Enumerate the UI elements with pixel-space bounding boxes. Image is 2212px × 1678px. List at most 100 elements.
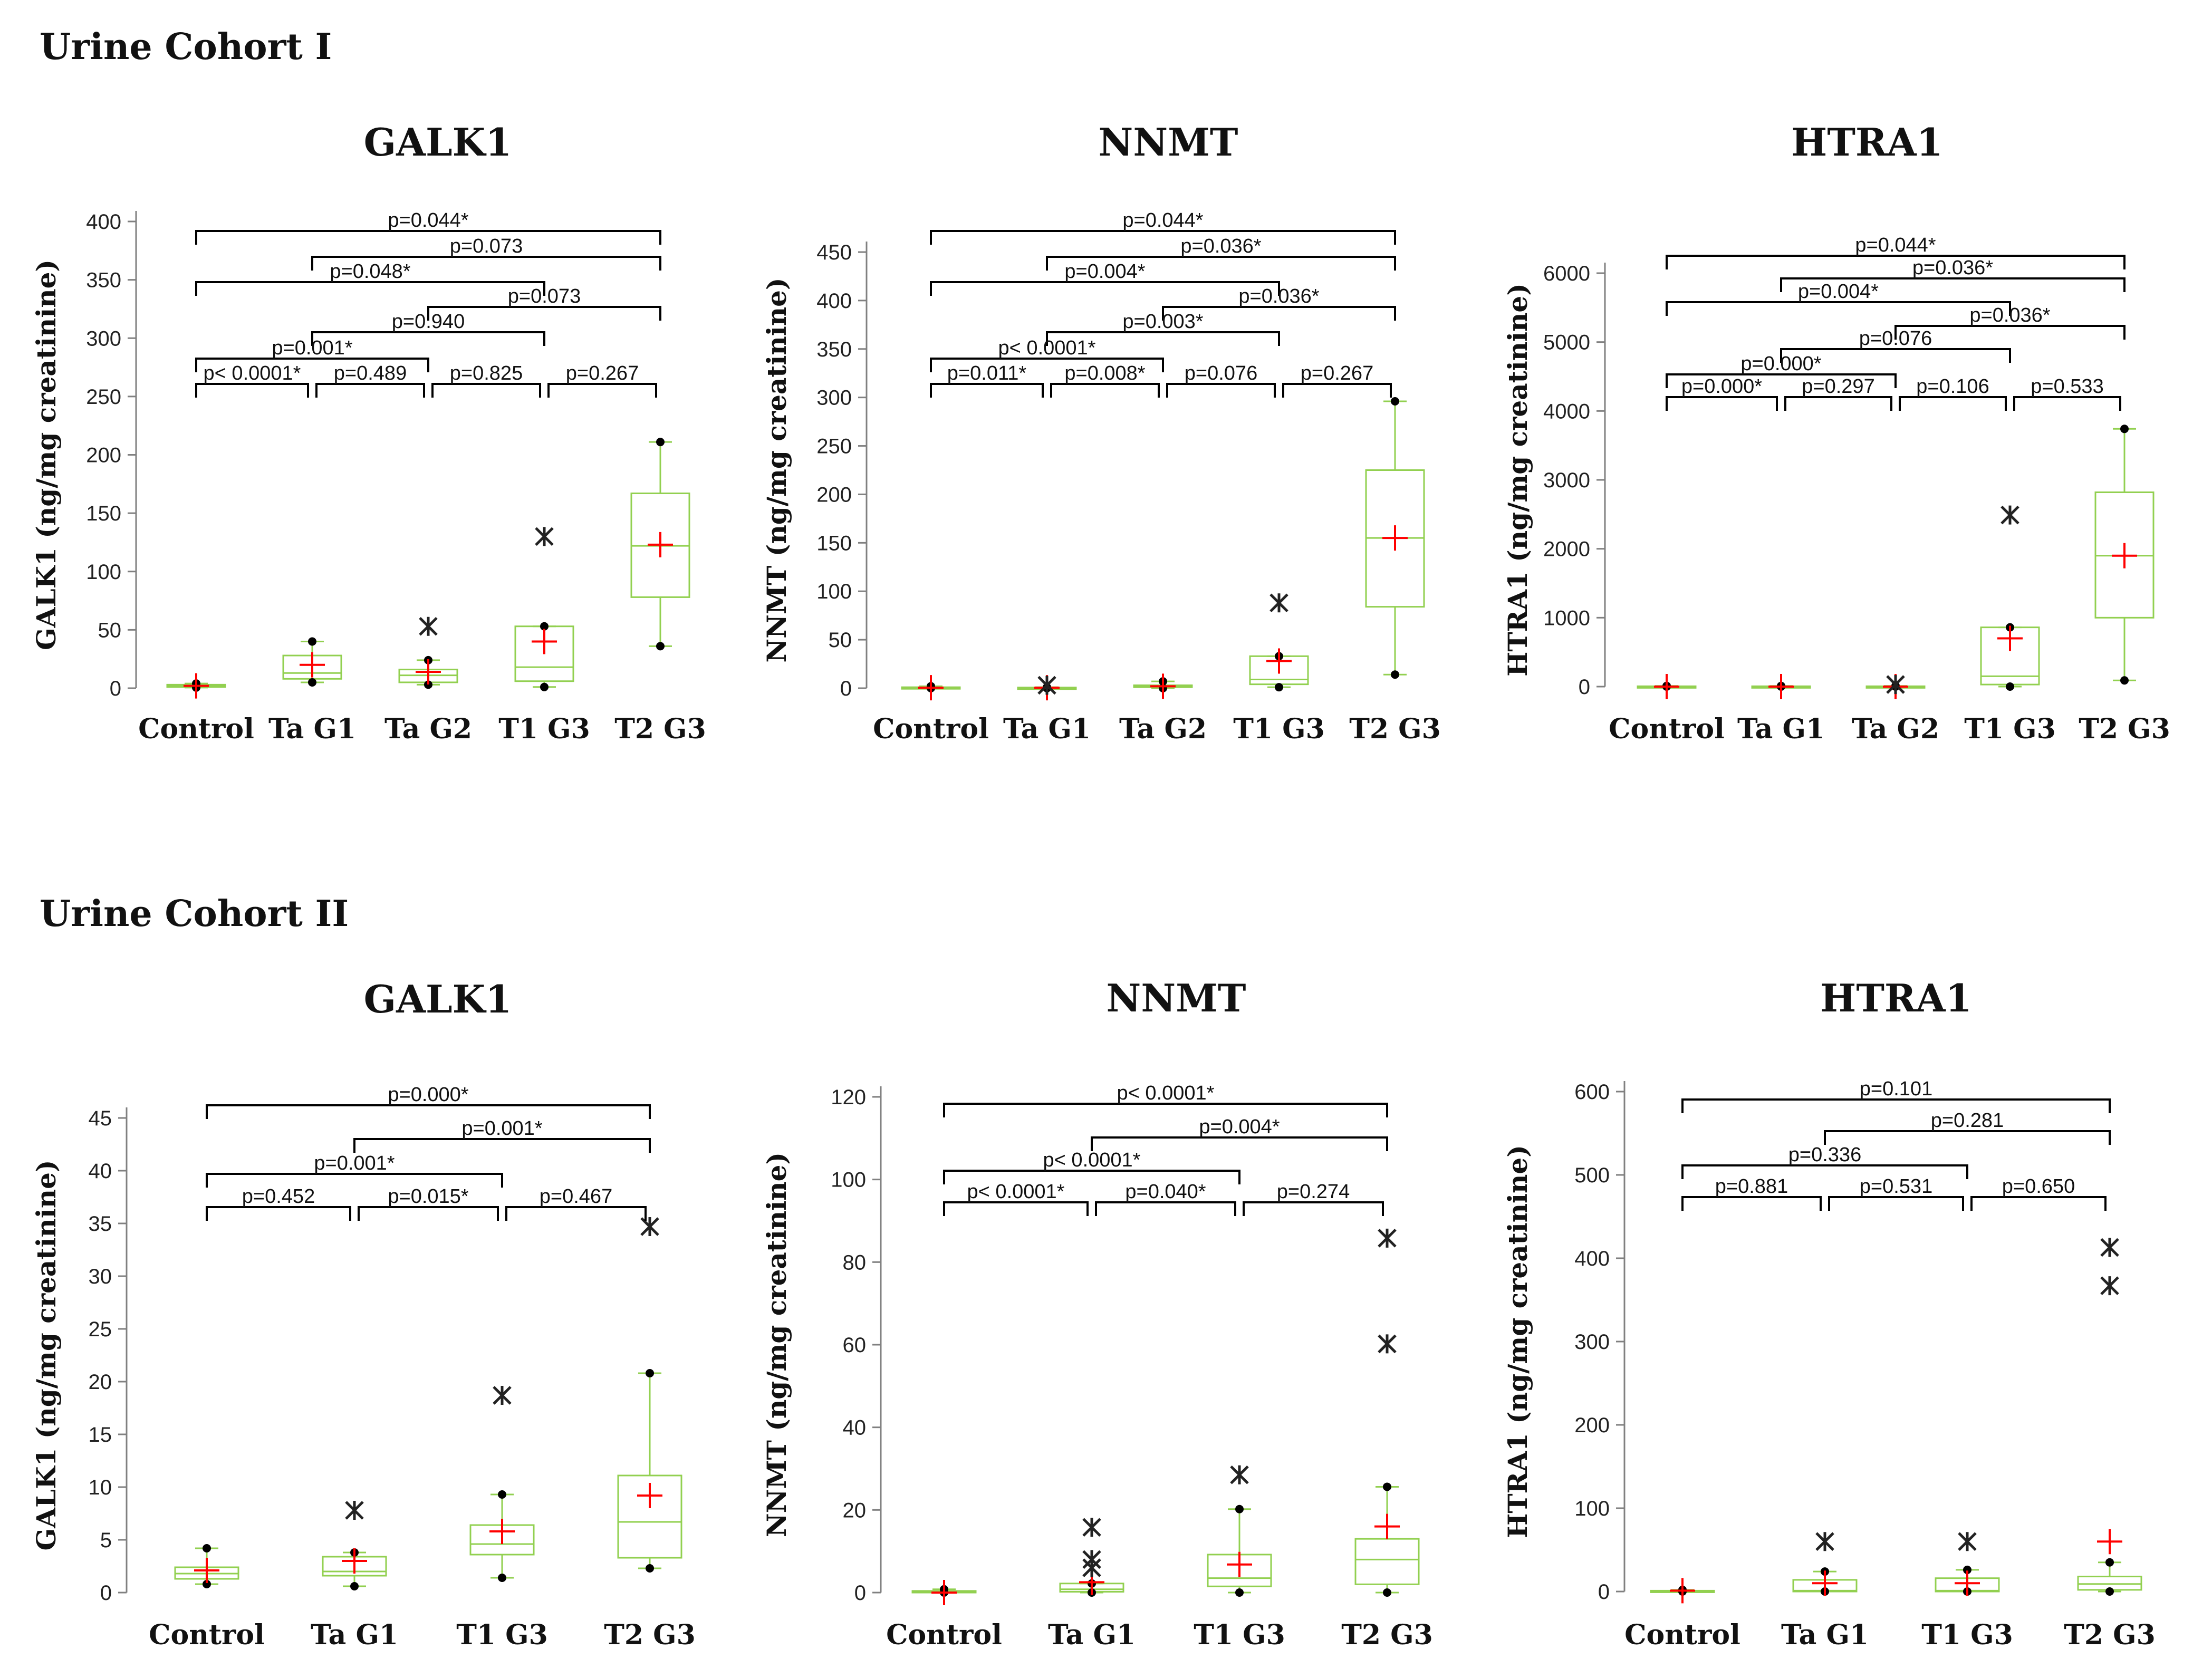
y-axis-label: GALK1 (ng/mg creatinine) — [31, 1160, 62, 1550]
significance-bracket: p=0.004* — [1091, 1116, 1388, 1151]
bracket-line — [943, 1103, 1388, 1117]
bracket-line — [1828, 1196, 1964, 1211]
y-tick-label: 35 — [89, 1212, 112, 1236]
bracket-line — [1095, 1201, 1236, 1216]
outlier-marker — [535, 527, 554, 546]
y-tick-label: 6000 — [1543, 262, 1590, 285]
bracket-line — [2013, 396, 2121, 411]
bracket-line — [206, 1173, 503, 1188]
category-label: T2 G3 — [1349, 713, 1441, 745]
bracket-line — [1046, 331, 1280, 346]
bracket-line — [1784, 396, 1892, 411]
p-value-label: p=0.000* — [1740, 353, 1821, 375]
significance-bracket: p=0.001* — [195, 337, 429, 372]
max-point — [1235, 1505, 1244, 1513]
y-tick-label: 80 — [843, 1251, 867, 1274]
mean-marker — [2112, 543, 2137, 568]
y-tick-label: 5000 — [1543, 331, 1590, 354]
chart-panel-4: GALK1 GALK1 (ng/mg creatinine) 0 5 10 15 20 25 3… — [31, 977, 696, 1651]
box-3 — [398, 616, 458, 689]
chart-panel-5: NNMT NNMT (ng/mg creatinine) 0 20 40 60 80 100 1… — [761, 976, 1433, 1651]
chart-title: HTRA1 — [1820, 976, 1971, 1020]
y-tick-label: 0 — [840, 677, 852, 700]
box-1 — [901, 675, 961, 701]
max-point — [656, 438, 665, 447]
bracket-line — [1899, 396, 2007, 411]
bracket-line — [1894, 325, 2126, 340]
bracket-line — [195, 383, 309, 398]
y-tick-label: 50 — [829, 629, 852, 652]
significance-bracket: p=0.004* — [1666, 281, 2011, 316]
bracket-line — [1681, 1164, 1968, 1179]
chart-panel-3: HTRA1 HTRA1 (ng/mg creatinine) 0 1000 2000 30… — [1502, 120, 2170, 745]
bracket-line — [1780, 277, 2126, 292]
mean-marker — [416, 659, 441, 685]
bracket-line — [1666, 255, 2126, 269]
category-label: Ta G1 — [1048, 1619, 1136, 1651]
bracket-line — [195, 230, 661, 245]
y-tick-label: 100 — [86, 561, 121, 584]
max-point — [1383, 1482, 1391, 1491]
outlier-marker — [345, 1501, 364, 1520]
min-point — [2105, 1587, 2114, 1596]
y-tick-label: 100 — [831, 1169, 866, 1192]
bracket-line — [943, 1201, 1089, 1216]
outlier-marker — [1082, 1558, 1101, 1577]
min-point — [656, 642, 665, 651]
significance-bracket: p=0.650 — [1970, 1175, 2107, 1211]
outlier-marker — [1378, 1334, 1397, 1354]
chart-title: GALK1 — [364, 120, 512, 165]
y-tick-label: 250 — [816, 435, 852, 458]
box-3 — [1935, 1532, 2000, 1596]
min-point — [203, 1580, 211, 1588]
p-value-label: p< 0.0001* — [967, 1181, 1065, 1203]
min-point — [540, 682, 549, 691]
y-tick-label: 300 — [86, 327, 121, 350]
y-tick-label: 20 — [89, 1371, 112, 1394]
y-tick-label: 0 — [100, 1581, 112, 1605]
box-3 — [1207, 1465, 1272, 1597]
p-value-label: p=0.101 — [1860, 1078, 1932, 1100]
bracket-line — [930, 281, 1280, 296]
category-label: Control — [149, 1619, 265, 1651]
p-value-label: p=0.533 — [2031, 375, 2103, 398]
box-3 — [1133, 673, 1193, 699]
min-point — [1275, 683, 1283, 692]
box-2 — [1017, 675, 1077, 701]
significance-bracket: p=0.048* — [195, 261, 545, 296]
bracket-line — [1824, 1130, 2111, 1145]
p-value-label: p=0.267 — [566, 362, 639, 384]
significance-bracket: p=0.011* — [930, 362, 1044, 398]
significance-bracket: p=0.036* — [1894, 304, 2126, 340]
significance-bracket: p=0.044* — [195, 209, 661, 245]
significance-bracket: p=0.281 — [1824, 1110, 2111, 1145]
p-value-label: p=0.015* — [388, 1185, 468, 1208]
mean-marker — [300, 652, 325, 678]
significance-bracket: p=0.040* — [1095, 1181, 1236, 1216]
min-point — [424, 680, 432, 689]
outlier-marker — [419, 616, 438, 636]
min-point — [1235, 1588, 1244, 1597]
y-tick-label: 4000 — [1543, 400, 1590, 423]
max-point — [498, 1490, 506, 1499]
mean-marker — [1227, 1551, 1252, 1577]
category-label: Ta G2 — [384, 713, 472, 745]
category-label: Control — [886, 1619, 1002, 1651]
significance-bracket: p=0.267 — [1282, 362, 1392, 398]
chart-panel-6: HTRA1 HTRA1 (ng/mg creatinine) 0 100 200 300 4… — [1502, 976, 2156, 1651]
category-label: T1 G3 — [1964, 713, 2056, 745]
outlier-marker — [1037, 676, 1056, 695]
y-tick-label: 60 — [843, 1334, 867, 1357]
chart-title: NNMT — [1107, 976, 1246, 1020]
p-value-label: p=0.048* — [330, 261, 410, 283]
category-label: T1 G3 — [1921, 1619, 2013, 1651]
significance-bracket: p=0.274 — [1243, 1181, 1384, 1216]
min-point — [2120, 676, 2129, 685]
bracket-line — [315, 383, 425, 398]
p-value-label: p=0.036* — [1969, 304, 2050, 326]
y-tick-label: 350 — [86, 269, 121, 292]
category-label: T1 G3 — [1233, 713, 1325, 745]
significance-bracket: p=0.533 — [2013, 375, 2121, 411]
p-value-label: p=0.281 — [1931, 1110, 2004, 1132]
